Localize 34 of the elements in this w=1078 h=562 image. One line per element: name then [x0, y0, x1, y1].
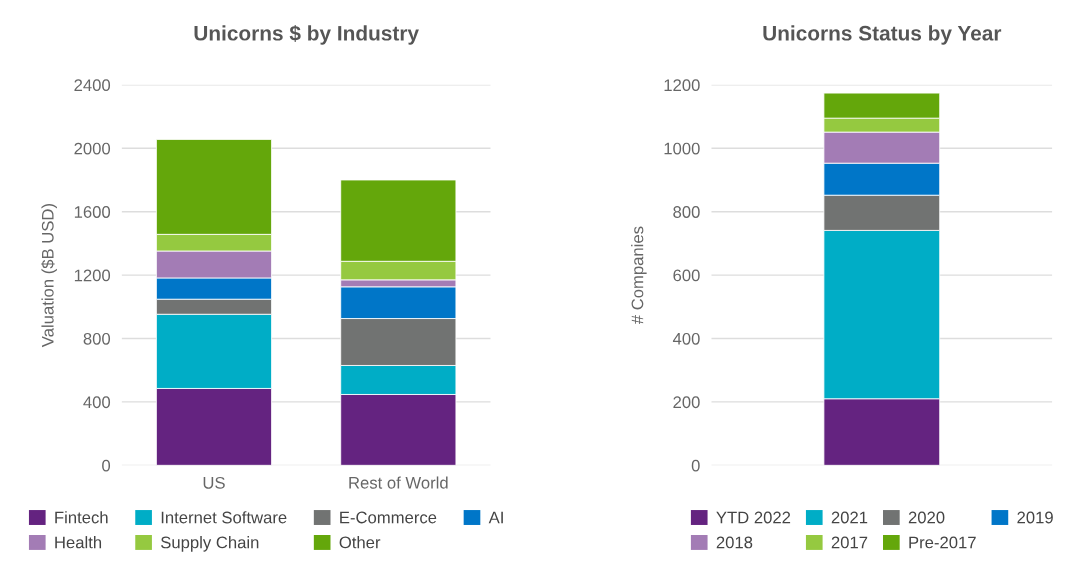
y-axis-title: Valuation ($B USD) — [41, 204, 57, 348]
y-axis-title: # Companies — [631, 226, 647, 325]
legend-label: Fintech — [55, 511, 108, 524]
legend-label: YTD 2022 — [716, 511, 791, 524]
y-tick-label: 200 — [673, 396, 700, 409]
legend-label: E-Commerce — [340, 511, 437, 524]
chart-title: Unicorns Status by Year — [763, 25, 1002, 45]
y-tick-label: 800 — [83, 332, 111, 345]
y-tick-label: 2400 — [74, 79, 111, 92]
legend-label: Health — [55, 536, 102, 549]
legend-label: Internet Software — [161, 511, 287, 524]
y-tick-label: 800 — [673, 206, 700, 218]
y-tick-label: 1600 — [74, 206, 111, 218]
y-tick-label: 400 — [83, 396, 111, 409]
y-tick-label: 1200 — [664, 79, 700, 92]
legend-label: Supply Chain — [161, 536, 259, 552]
x-tick-label: Rest of World — [349, 476, 448, 489]
y-tick-label: 1000 — [664, 142, 700, 155]
legend-label: Other — [339, 536, 381, 549]
y-tick-label: 0 — [691, 459, 700, 472]
y-tick-label: 600 — [673, 269, 700, 282]
legend-label: 2021 — [831, 511, 868, 524]
y-tick-label: 400 — [672, 332, 700, 345]
legend-label: 2017 — [831, 536, 868, 549]
y-tick-label: 1200 — [74, 269, 111, 282]
legend-label: 2019 — [1017, 511, 1053, 524]
x-tick-label: US — [203, 476, 225, 489]
y-tick-label: 0 — [102, 459, 111, 472]
legend-label: 2020 — [908, 511, 945, 524]
legend-label: AI — [488, 511, 503, 524]
legend-label: Pre-2017 — [909, 536, 976, 549]
y-tick-label: 2000 — [74, 142, 111, 155]
legend-label: 2018 — [716, 536, 753, 549]
chart-title: Unicorns $ by Industry — [194, 24, 419, 45]
